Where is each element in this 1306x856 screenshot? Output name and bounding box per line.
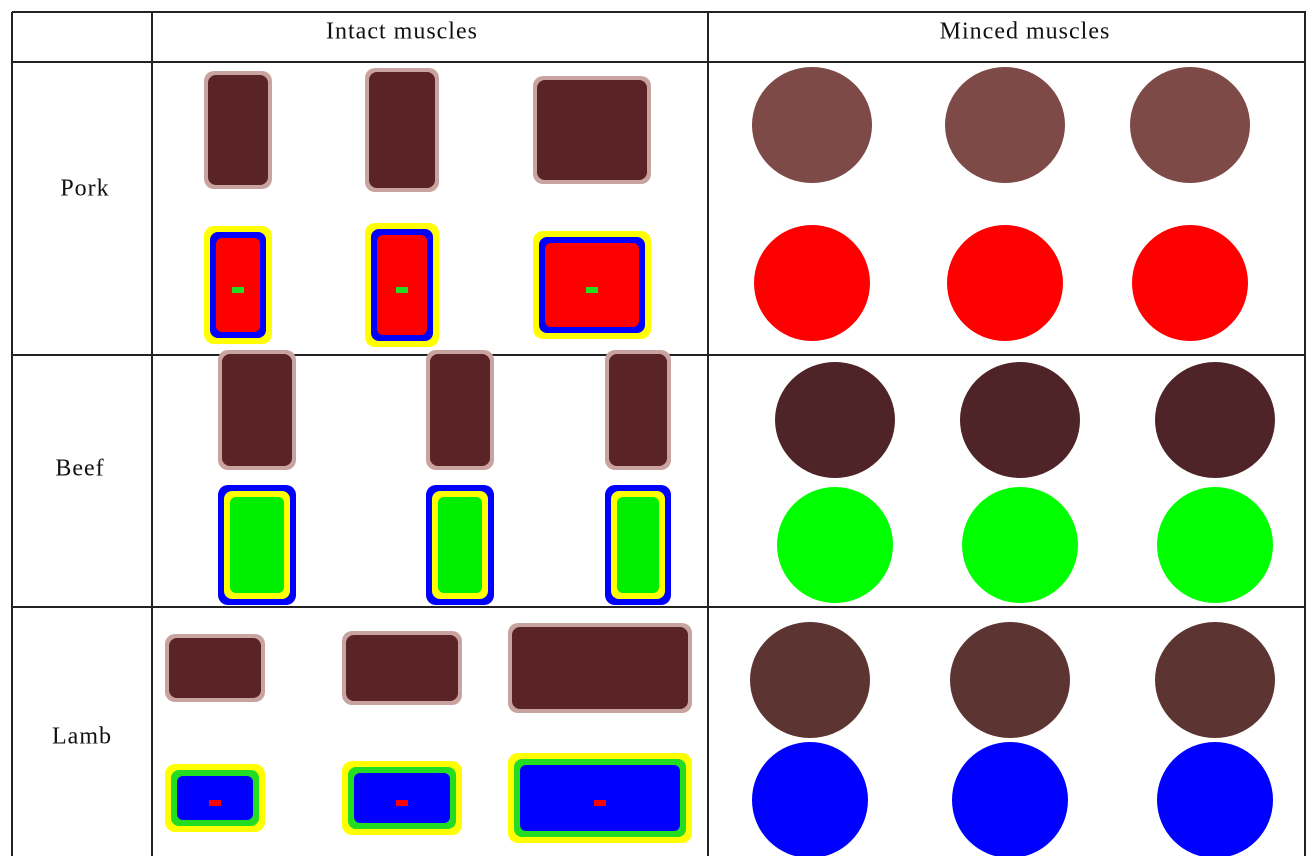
segmentation-map (354, 773, 450, 823)
meat-photo (960, 362, 1080, 478)
segmentation-map (545, 243, 639, 327)
column-header: Minced muscles (940, 19, 1111, 45)
segmentation-map (947, 225, 1063, 341)
segmentation-map (377, 235, 427, 335)
meat-photo (752, 67, 872, 183)
row-label: Lamb (52, 724, 112, 750)
segmentation-map (209, 800, 221, 806)
sample-images (165, 67, 1275, 856)
column-header: Intact muscles (326, 19, 478, 45)
segmentation-map (952, 742, 1068, 856)
segmentation-map (754, 225, 870, 341)
segmentation-map (1157, 487, 1273, 603)
segmentation-map (438, 497, 482, 593)
segmentation-map (230, 497, 284, 593)
segmentation-map (232, 287, 244, 293)
segmentation-map (594, 800, 606, 806)
segmentation-map (777, 487, 893, 603)
segmentation-map (520, 765, 680, 831)
meat-photo (430, 354, 490, 466)
meat-photo (1155, 622, 1275, 738)
segmentation-map (1132, 225, 1248, 341)
figure-table: Intact muscles Minced muscles Pork Beef … (0, 0, 1306, 856)
row-label: Beef (55, 456, 104, 482)
segmentation-map (396, 287, 408, 293)
meat-photo (208, 75, 268, 185)
meat-photo (1130, 67, 1250, 183)
meat-photo (537, 80, 647, 180)
segmentation-map (617, 497, 659, 593)
segmentation-map (1157, 742, 1273, 856)
meat-photo (950, 622, 1070, 738)
meat-photo (945, 67, 1065, 183)
segmentation-map (752, 742, 868, 856)
meat-photo (222, 354, 292, 466)
segmentation-map (962, 487, 1078, 603)
segmentation-map (177, 776, 253, 820)
segmentation-map (396, 800, 408, 806)
row-label: Pork (60, 176, 109, 202)
meat-photo (609, 354, 667, 466)
segmentation-map (216, 238, 260, 332)
meat-photo (346, 635, 458, 701)
segmentation-map (586, 287, 598, 293)
meat-photo (169, 638, 261, 698)
meat-photo (512, 627, 688, 709)
meat-photo (750, 622, 870, 738)
meat-photo (775, 362, 895, 478)
meat-photo (369, 72, 435, 188)
meat-photo (1155, 362, 1275, 478)
